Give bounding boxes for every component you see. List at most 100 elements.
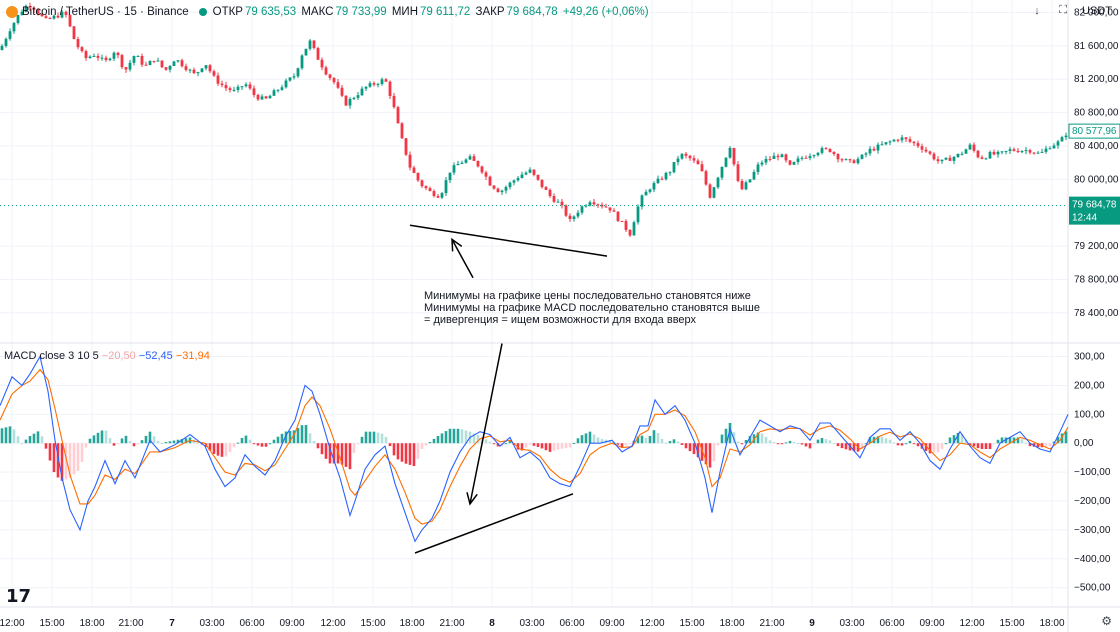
macd-histogram-bar — [184, 438, 188, 444]
macd-histogram-bar — [248, 439, 252, 444]
macd-histogram-bar — [1064, 431, 1068, 444]
candle-body — [680, 153, 684, 159]
macd-histogram-bar — [228, 443, 232, 452]
macd-histogram-bar — [728, 423, 732, 444]
candle-body — [1052, 145, 1056, 149]
candle-body — [568, 215, 572, 220]
candle-body — [32, 7, 36, 10]
macd-histogram-bar — [772, 442, 776, 444]
candle-body — [460, 162, 464, 164]
macd-histogram-bar — [340, 443, 344, 465]
candle-body — [760, 162, 764, 165]
candle-body — [696, 160, 700, 165]
candle-body — [108, 58, 112, 61]
candle-body — [72, 26, 76, 40]
note-line-1: Минимумы на графике цены последовательно… — [424, 290, 751, 302]
macd-histogram-bar — [236, 442, 240, 444]
currency-label[interactable]: USDT — [1082, 4, 1112, 17]
macd-histogram-bar — [288, 430, 292, 444]
candle-body — [780, 154, 784, 158]
candle-body — [216, 75, 220, 84]
candle-body — [316, 48, 320, 60]
gear-icon[interactable]: ⚙ — [1101, 614, 1112, 628]
macd-histogram-bar — [412, 443, 416, 467]
candle-body — [212, 71, 216, 76]
macd-histogram-bar — [344, 443, 348, 467]
candle-body — [372, 83, 376, 85]
macd-histogram-bar — [296, 428, 300, 444]
macd-histogram-bar — [984, 443, 988, 449]
tradingview-logo[interactable]: 𝟭𝟳 — [6, 586, 32, 606]
macd-histogram-bar — [256, 443, 260, 446]
symbol-header: Bitcoin / TetherUS · 15 · Binance ОТКР 79… — [6, 4, 651, 20]
candle-body — [12, 22, 16, 32]
candle-body — [556, 201, 560, 203]
candle-body — [620, 220, 624, 222]
macd-histogram-bar — [776, 443, 780, 445]
macd-histogram-bar — [840, 443, 844, 449]
candle-body — [412, 167, 416, 173]
candle-body — [816, 152, 820, 156]
macd-histogram-bar — [284, 431, 288, 444]
candle-body — [116, 52, 120, 56]
macd-histogram-bar — [688, 443, 692, 452]
macd-histogram-bar — [180, 438, 184, 444]
time-tick-label: 06:00 — [879, 618, 904, 629]
candle-body — [960, 153, 964, 155]
macd-histogram-bar — [708, 443, 712, 468]
candle-body — [148, 60, 152, 66]
macd-histogram-bar — [812, 443, 816, 445]
candle-body — [948, 157, 952, 161]
candle-body — [68, 14, 72, 27]
candle-body — [172, 61, 176, 66]
candle-body — [92, 55, 96, 57]
candle-body — [112, 52, 116, 59]
time-tick-label: 09:00 — [919, 618, 944, 629]
candle-body — [976, 150, 980, 158]
macd-tick-label: −200,00 — [1074, 496, 1111, 507]
macd-histogram-bar — [652, 430, 656, 444]
macd-histogram-bar — [264, 443, 268, 447]
candle-body — [952, 156, 956, 161]
macd-histogram-bar — [124, 435, 128, 444]
candle-body — [1060, 137, 1064, 142]
candle-body — [512, 180, 516, 183]
candle-body — [908, 139, 912, 142]
candle-body — [880, 144, 884, 146]
macd-tick-label: 200,00 — [1074, 380, 1105, 391]
time-tick-label: 03:00 — [519, 618, 544, 629]
macd-histogram-bar — [576, 438, 580, 444]
macd-histogram-bar — [292, 430, 296, 444]
candle-body — [728, 148, 732, 158]
macd-histogram-bar — [496, 443, 500, 447]
candle-body — [52, 15, 56, 19]
macd-histogram-bar — [888, 439, 892, 444]
macd-histogram-bar — [944, 443, 948, 445]
macd-histogram-bar — [836, 443, 840, 447]
symbol-title[interactable]: Bitcoin / TetherUS · 15 · Binance — [22, 6, 189, 18]
candle-body — [428, 188, 432, 192]
time-tick-label: 06:00 — [239, 618, 264, 629]
candle-body — [244, 84, 248, 87]
time-tick-label: 12:00 — [320, 618, 345, 629]
macd-histogram-bar — [980, 443, 984, 449]
macd-histogram-bar — [424, 443, 428, 446]
candle-body — [668, 172, 672, 174]
candle-body — [444, 180, 448, 194]
download-icon[interactable]: ↓ — [1034, 4, 1040, 17]
candle-body — [452, 165, 456, 173]
candle-body — [596, 204, 600, 206]
fullscreen-icon[interactable]: ⛶ — [1059, 4, 1067, 16]
macd-histogram-bar — [788, 440, 792, 444]
time-tick-label: 21:00 — [759, 618, 784, 629]
macd-histogram-bar — [784, 442, 788, 444]
note-line-3: = дивергенция = ищем возможности для вхо… — [424, 314, 697, 326]
macd-histogram-bar — [948, 437, 952, 444]
macd-histogram-bar — [240, 438, 244, 444]
candle-body — [392, 95, 396, 108]
macd-histogram-bar — [12, 429, 16, 444]
macd-title[interactable]: MACD close 3 10 5 — [4, 350, 99, 362]
candle-body — [120, 55, 124, 68]
macd-line — [0, 355, 1069, 543]
macd-histogram-bar — [224, 443, 228, 457]
